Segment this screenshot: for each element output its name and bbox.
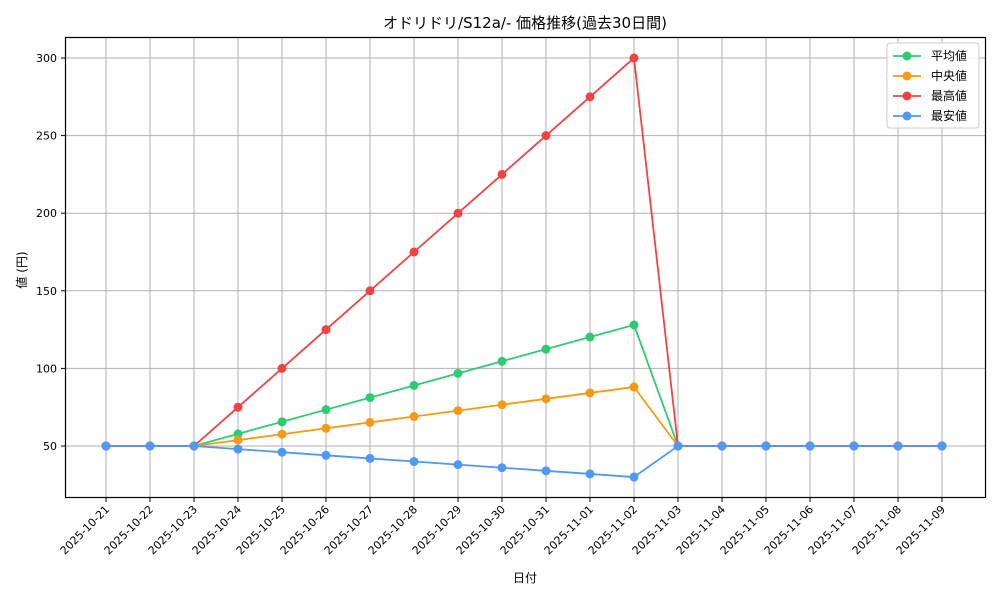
data-point: [321, 450, 331, 460]
data-point: [629, 382, 639, 392]
y-tick-label: 200: [36, 207, 57, 220]
y-tick-label: 50: [43, 440, 57, 453]
series-0: [101, 320, 947, 451]
data-point: [365, 417, 375, 427]
data-point: [717, 441, 727, 451]
legend-label: 最安値: [931, 108, 967, 123]
legend-label: 平均値: [931, 48, 967, 63]
data-point: [277, 363, 287, 373]
data-point: [673, 441, 683, 451]
data-point: [409, 412, 419, 422]
legend-marker: [902, 111, 912, 121]
data-point: [629, 320, 639, 330]
data-point: [321, 405, 331, 415]
data-point: [497, 463, 507, 473]
data-point: [585, 388, 595, 398]
data-point: [233, 435, 243, 445]
series-line: [106, 56, 942, 447]
data-point: [541, 344, 551, 354]
y-tick-label: 250: [36, 130, 57, 143]
data-point: [365, 286, 375, 296]
y-axis: 50 100 150 200 250 300: [36, 52, 66, 453]
x-axis: 2025-10-212025-10-222025-10-232025-10-24…: [58, 497, 948, 557]
data-point: [805, 441, 815, 451]
data-point: [321, 325, 331, 335]
data-point: [629, 53, 639, 63]
data-point: [453, 208, 463, 218]
series-3: [101, 441, 947, 482]
data-point: [365, 453, 375, 463]
data-point: [497, 356, 507, 366]
data-point: [233, 444, 243, 454]
data-point: [277, 447, 287, 457]
legend-marker: [902, 91, 912, 101]
data-point: [497, 169, 507, 179]
data-point: [541, 466, 551, 476]
legend-marker: [902, 71, 912, 81]
data-point: [497, 400, 507, 410]
data-point: [541, 131, 551, 141]
data-point: [277, 417, 287, 427]
y-tick-label: 100: [36, 362, 57, 375]
data-point: [145, 441, 155, 451]
data-point: [365, 393, 375, 403]
chart-title: オドリドリ/S12a/- 価格推移(過去30日間): [383, 14, 667, 32]
data-point: [321, 423, 331, 433]
legend-label: 最高値: [931, 88, 967, 103]
legend-box: [886, 42, 980, 129]
data-point: [233, 429, 243, 439]
data-point: [761, 441, 771, 451]
data-point: [233, 402, 243, 412]
series-line: [106, 386, 942, 447]
data-point: [409, 457, 419, 467]
series-lines: [101, 53, 947, 482]
data-point: [541, 394, 551, 404]
x-axis-label: 日付: [513, 571, 537, 585]
series-2: [101, 53, 947, 451]
y-tick-label: 300: [36, 52, 57, 65]
data-point: [585, 332, 595, 342]
series-line: [106, 445, 942, 478]
data-point: [937, 441, 947, 451]
data-point: [585, 92, 595, 102]
legend-label: 中央値: [931, 68, 967, 83]
grid: [65, 37, 986, 498]
data-point: [453, 460, 463, 470]
data-point: [849, 441, 859, 451]
data-point: [453, 406, 463, 416]
y-axis-label: 値 (円): [14, 251, 29, 288]
plot-frame: [64, 36, 987, 499]
data-point: [453, 368, 463, 378]
data-point: [409, 247, 419, 257]
legend-marker: [902, 51, 912, 61]
data-point: [585, 469, 595, 479]
data-point: [893, 441, 903, 451]
data-point: [409, 380, 419, 390]
y-tick-label: 150: [36, 285, 57, 298]
data-point: [101, 441, 111, 451]
data-point: [277, 429, 287, 439]
data-point: [189, 441, 199, 451]
series-line: [106, 323, 942, 447]
data-point: [629, 472, 639, 482]
